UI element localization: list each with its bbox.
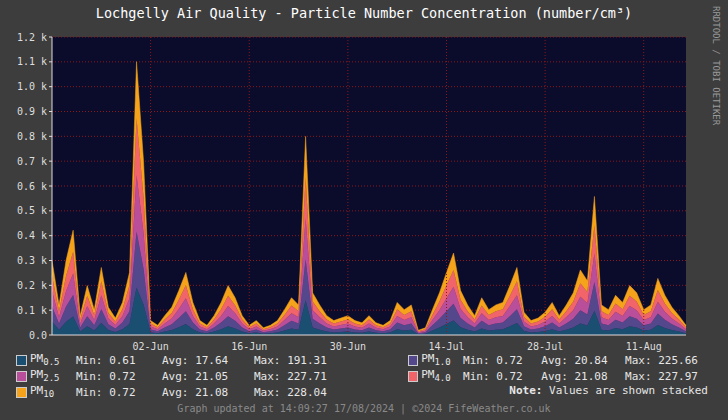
svg-text:14-Jul: 14-Jul [428, 341, 464, 352]
svg-text:0.8 k: 0.8 k [17, 131, 47, 142]
html-text:225.66: 225.66 [658, 353, 698, 367]
html-text:0.72: 0.72 [496, 353, 523, 367]
html-text:Min:: Min: [463, 369, 490, 383]
svg-text:0.4 k: 0.4 k [17, 230, 47, 241]
svg-text:0.0: 0.0 [29, 330, 47, 341]
html-text:Max:: Max: [254, 385, 281, 399]
html-text:227.97: 227.97 [658, 369, 698, 383]
html-text:Min:: Min: [76, 369, 103, 383]
html-text:21.08: 21.08 [574, 369, 608, 383]
html-text:PM2.5: PM2.5 [30, 368, 60, 384]
svg-text:02-Jun: 02-Jun [133, 341, 169, 352]
html-text:Avg:: Avg: [162, 369, 189, 383]
html-text:Avg:: Avg: [541, 369, 568, 383]
svg-text:0.7 k: 0.7 k [17, 156, 47, 167]
html-text:Max:: Max: [254, 353, 281, 367]
html-text:0.72: 0.72 [109, 385, 136, 399]
svg-text:1.0 k: 1.0 k [17, 81, 47, 92]
svg-text:0.2 k: 0.2 k [17, 280, 47, 291]
html-text:Avg:: Avg: [541, 353, 568, 367]
html-text:Max:: Max: [625, 353, 652, 367]
html-text:228.04: 228.04 [287, 385, 327, 399]
html-text:21.08: 21.08 [195, 385, 229, 399]
svg-text:0.9 k: 0.9 k [17, 106, 47, 117]
svg-text:0.1 k: 0.1 k [17, 305, 47, 316]
html-text:Max:: Max: [625, 369, 652, 383]
svg-text:16-Jun: 16-Jun [231, 341, 267, 352]
html-text:RRDTOOL / TOBI OETIKER: RRDTOOL / TOBI OETIKER [711, 6, 721, 126]
html-text:PM4.0: PM4.0 [421, 368, 451, 384]
svg-text:30-Jun: 30-Jun [330, 341, 366, 352]
html-text:Min:: Min: [76, 353, 103, 367]
svg-text:0.6 k: 0.6 k [17, 181, 47, 192]
html-text:Min:: Min: [463, 353, 490, 367]
html-text:PM0.5: PM0.5 [30, 352, 60, 368]
svg-text:0.3 k: 0.3 k [17, 255, 47, 266]
html-text:20.84: 20.84 [574, 353, 608, 367]
html-text:Graph updated at 14:09:27 17/0: Graph updated at 14:09:27 17/08/2024 | ©… [177, 403, 551, 414]
html-text:PM10: PM10 [30, 384, 55, 400]
html-text:Lochgelly Air Quality - Partic: Lochgelly Air Quality - Particle Number … [95, 5, 633, 21]
html-text:227.71: 227.71 [287, 369, 327, 383]
html-text:0.72: 0.72 [109, 369, 136, 383]
html-text:Note:: Note: [509, 384, 543, 397]
svg-text:1.1 k: 1.1 k [17, 56, 47, 67]
html-text:Avg:: Avg: [162, 353, 189, 367]
svg-text:11-Aug: 11-Aug [626, 341, 662, 352]
html-text:0.72: 0.72 [496, 369, 523, 383]
html-text:17.64: 17.64 [195, 353, 229, 367]
html-text:21.05: 21.05 [195, 369, 229, 383]
html-text:191.31: 191.31 [287, 353, 327, 367]
html-text:Max:: Max: [254, 369, 281, 383]
html-text:Values are shown stacked: Values are shown stacked [549, 384, 708, 397]
html-text:0.61: 0.61 [109, 353, 136, 367]
html-text:PM1.0: PM1.0 [421, 352, 451, 368]
svg-text:1.2 k: 1.2 k [17, 32, 47, 43]
svg-text:28-Jul: 28-Jul [527, 341, 563, 352]
svg-text:0.5 k: 0.5 k [17, 205, 47, 216]
html-text:Min:: Min: [76, 385, 103, 399]
html-text:Avg:: Avg: [162, 385, 189, 399]
